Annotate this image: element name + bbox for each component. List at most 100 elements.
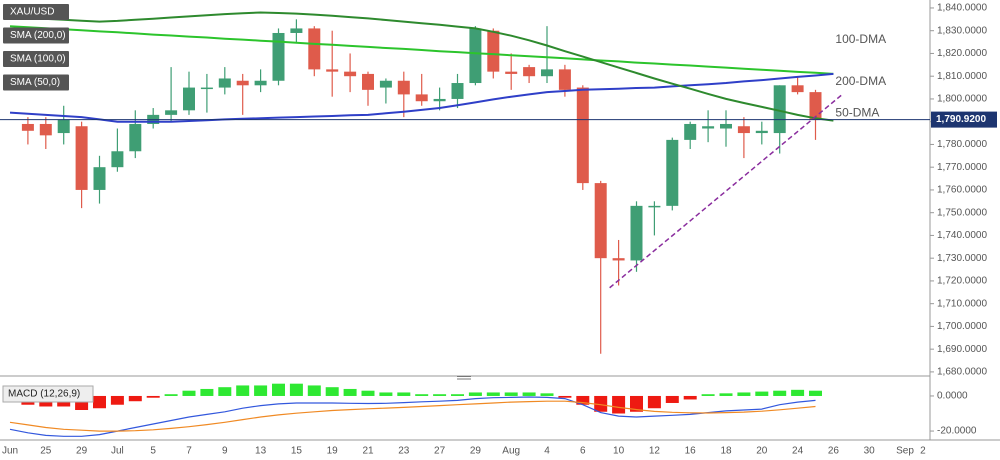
x-tick-label: 10 xyxy=(613,446,625,457)
last-price-label: 1,790.9200 xyxy=(936,114,986,125)
histogram-bar xyxy=(307,385,321,396)
candle-body xyxy=(308,28,321,70)
y-tick-label: 1,770.0000 xyxy=(937,162,987,173)
histogram-bar xyxy=(254,385,268,396)
x-tick-label: 13 xyxy=(255,446,267,457)
histogram-bar xyxy=(737,392,751,396)
panel-title: MACD (12,26,9) xyxy=(8,389,80,400)
histogram-bar xyxy=(236,385,250,396)
candle-body xyxy=(523,67,536,77)
x-tick-label: 4 xyxy=(544,446,550,457)
histogram-bar xyxy=(218,387,232,396)
x-tick-label: Jul xyxy=(111,446,124,457)
candle-body xyxy=(39,123,52,136)
candle-body xyxy=(433,98,446,102)
histogram-bar xyxy=(791,389,805,396)
histogram-bar xyxy=(773,390,787,396)
candle-body xyxy=(344,71,357,77)
histogram-bar xyxy=(558,395,572,398)
candle-body xyxy=(666,139,679,206)
trend-line xyxy=(609,93,843,289)
candle-body xyxy=(290,28,303,33)
legend-box xyxy=(3,74,69,91)
legend-box xyxy=(3,4,69,20)
histogram-bar xyxy=(272,383,285,396)
histogram-bar xyxy=(164,394,178,396)
histogram-bar xyxy=(93,395,106,409)
y-tick-label: 1,720.0000 xyxy=(937,276,987,287)
panel-handle[interactable] xyxy=(457,376,471,380)
candle-body xyxy=(415,94,428,102)
candle-body xyxy=(451,83,464,99)
y-tick-label: 1,820.0000 xyxy=(937,48,987,59)
histogram-bar xyxy=(361,390,375,396)
candle-body xyxy=(702,126,715,129)
y-tick-label: 1,810.0000 xyxy=(937,71,987,82)
histogram-bar xyxy=(630,395,643,412)
x-tick-label: 23 xyxy=(398,446,410,457)
y-tick-label: 1,780.0000 xyxy=(937,139,987,150)
candle-body xyxy=(57,119,70,134)
candle-body xyxy=(93,167,106,190)
x-tick-label: Sep xyxy=(896,446,914,457)
histogram-bar xyxy=(647,395,661,409)
x-tick-label: 18 xyxy=(720,446,732,457)
candle-body xyxy=(541,69,553,77)
histogram-bar xyxy=(182,390,196,396)
x-tick-label: 16 xyxy=(685,446,697,457)
y-tick-label: 1,800.0000 xyxy=(937,94,987,105)
y-tick-label: 0.0000 xyxy=(937,391,968,402)
last-price-box xyxy=(931,111,997,128)
histogram-bar xyxy=(343,388,357,396)
y-tick-label: 1,830.0000 xyxy=(937,25,987,36)
x-tick-label: 20 xyxy=(756,446,768,457)
histogram-bar xyxy=(128,395,142,402)
histogram-bar xyxy=(665,395,679,403)
histogram-bar xyxy=(683,395,697,400)
histogram-bar xyxy=(486,392,500,396)
candle-body xyxy=(75,126,88,190)
histogram-bar xyxy=(612,395,626,414)
x-tick-label: 9 xyxy=(222,446,228,457)
histogram-bar xyxy=(755,391,769,396)
histogram-bar xyxy=(110,395,124,405)
x-tick-label: 12 xyxy=(649,446,661,457)
legend-label: SMA (100,0) xyxy=(10,54,66,65)
histogram-bar xyxy=(504,392,518,396)
candle-body xyxy=(183,87,195,111)
x-tick-label: 21 xyxy=(362,446,374,457)
candle-body xyxy=(755,130,768,134)
y-tick-label: 1,690.0000 xyxy=(937,344,987,355)
candle-body xyxy=(254,80,267,86)
y-tick-label: 1,750.0000 xyxy=(937,207,987,218)
x-tick-label: 27 xyxy=(434,446,446,457)
x-tick-label: 2 xyxy=(920,446,926,457)
x-tick-label: 7 xyxy=(186,446,192,457)
candle-body xyxy=(487,30,500,72)
histogram-bar xyxy=(325,387,339,396)
candle-body xyxy=(612,258,625,261)
histogram-bar xyxy=(594,395,608,412)
symbol-label: XAU/USD xyxy=(10,7,54,18)
sma-line xyxy=(9,25,834,75)
line-annotation: 50-DMA xyxy=(835,106,879,120)
legend-box xyxy=(3,51,69,67)
histogram-bar xyxy=(415,394,429,396)
y-tick-label: 1,680.0000 xyxy=(937,367,987,378)
candle-body xyxy=(165,110,178,115)
candle-body xyxy=(809,92,822,120)
line-annotation: 200-DMA xyxy=(835,74,886,88)
candle-body xyxy=(773,85,786,134)
x-tick-label: 29 xyxy=(470,446,482,457)
histogram-bar xyxy=(379,392,393,396)
candle-body xyxy=(737,126,750,134)
candle-body xyxy=(505,71,518,74)
x-tick-label: 5 xyxy=(150,446,156,457)
sma-line xyxy=(9,11,834,122)
histogram-bar xyxy=(468,392,482,396)
histogram-bar xyxy=(433,394,447,396)
histogram-bar xyxy=(200,388,214,396)
y-tick-label: 1,700.0000 xyxy=(937,321,987,332)
y-tick-label: 1,740.0000 xyxy=(937,230,987,241)
y-tick-label: -20.0000 xyxy=(937,426,977,437)
